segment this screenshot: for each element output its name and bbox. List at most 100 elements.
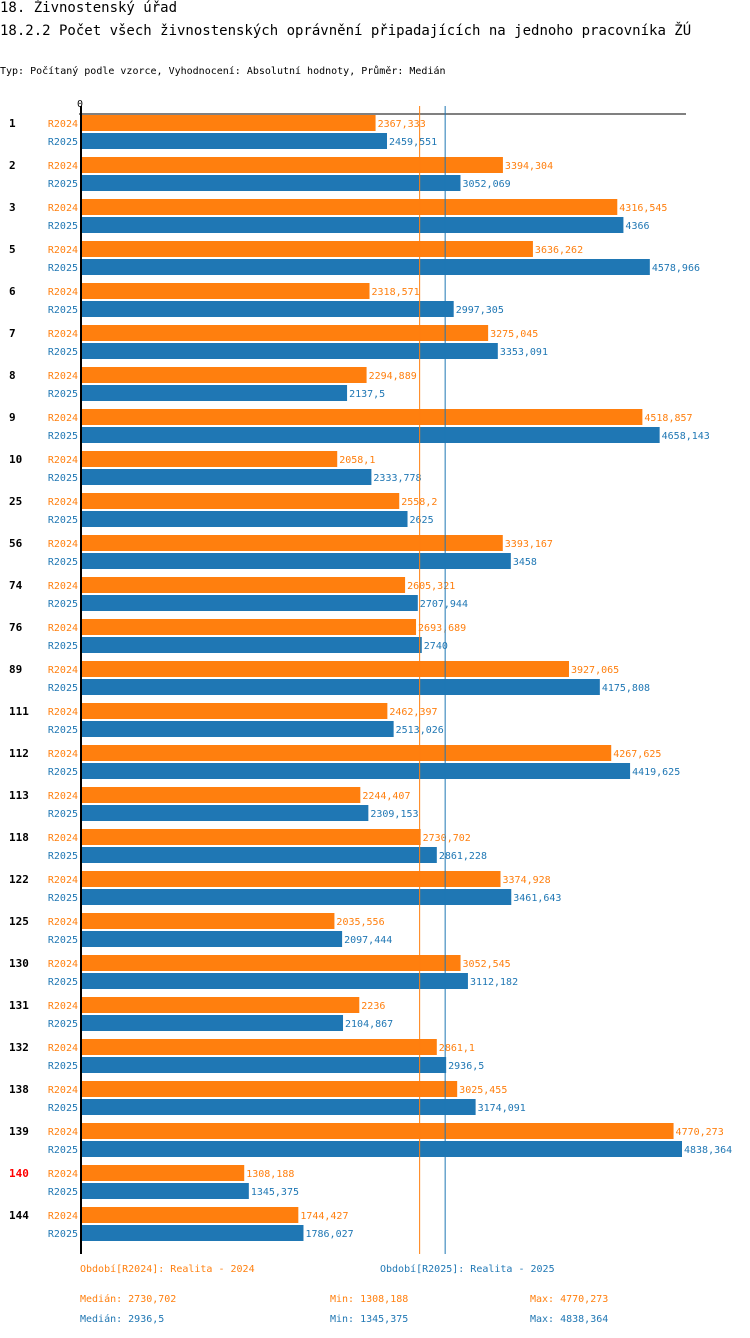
bar-r2025 [82, 931, 343, 947]
series-label: R2024 [48, 413, 78, 424]
value-label: 3636,262 [535, 245, 583, 256]
series-label: R2024 [48, 1043, 78, 1054]
series-label: R2025 [48, 1103, 78, 1114]
series-label: R2024 [48, 749, 78, 760]
value-label: 1345,375 [251, 1187, 299, 1198]
series-label: R2024 [48, 329, 78, 340]
bar-r2025 [82, 721, 394, 737]
series-label: R2025 [48, 389, 78, 400]
bar-r2024 [82, 997, 360, 1013]
series-label: R2024 [48, 539, 78, 550]
series-label: R2024 [48, 287, 78, 298]
category-label: 89 [9, 663, 22, 676]
value-label: 2459,551 [389, 137, 437, 148]
bar-r2024 [82, 157, 503, 173]
value-label: 2137,5 [349, 389, 385, 400]
category-label: 25 [9, 495, 22, 508]
value-label: 4267,625 [613, 749, 661, 760]
value-label: 4419,625 [632, 767, 680, 778]
series-label: R2024 [48, 1211, 78, 1222]
value-label: 2740 [424, 641, 448, 652]
series-label: R2025 [48, 1187, 78, 1198]
bar-r2025 [82, 1057, 447, 1073]
series-label: R2025 [48, 221, 78, 232]
bar-r2024 [82, 1123, 674, 1139]
category-label: 111 [9, 705, 29, 718]
bar-r2024 [82, 115, 376, 131]
series-label: R2024 [48, 1085, 78, 1096]
category-label: 118 [9, 831, 29, 844]
series-label: R2025 [48, 179, 78, 190]
value-label: 2058,1 [339, 455, 375, 466]
series-label: R2024 [48, 875, 78, 886]
series-label: R2024 [48, 203, 78, 214]
category-label: 7 [9, 327, 16, 340]
bar-r2024 [82, 451, 338, 467]
series-label: R2025 [48, 851, 78, 862]
category-label: 139 [9, 1125, 29, 1138]
bar-r2024 [82, 955, 461, 971]
value-label: 2318,571 [372, 287, 420, 298]
series-label: R2024 [48, 581, 78, 592]
category-label: 122 [9, 873, 29, 886]
bar-r2025 [82, 1099, 476, 1115]
value-label: 2861,1 [439, 1043, 475, 1054]
series-label: R2024 [48, 1001, 78, 1012]
value-label: 3275,045 [490, 329, 538, 340]
value-label: 4838,364 [684, 1145, 732, 1156]
category-label: 10 [9, 453, 22, 466]
series-label: R2025 [48, 683, 78, 694]
series-label: R2025 [48, 935, 78, 946]
bar-r2024 [82, 409, 643, 425]
bar-r2025 [82, 805, 369, 821]
series-label: R2025 [48, 557, 78, 568]
value-label: 2236 [361, 1001, 385, 1012]
category-label: 112 [9, 747, 29, 760]
series-label: R2024 [48, 959, 78, 970]
category-label: 8 [9, 369, 16, 382]
series-label: R2024 [48, 161, 78, 172]
series-label: R2024 [48, 371, 78, 382]
bar-r2025 [82, 511, 408, 527]
median-r2024: Medián: 2730,702 [80, 1294, 177, 1305]
bar-r2025 [82, 1183, 249, 1199]
value-label: 3374,928 [503, 875, 551, 886]
bar-r2024 [82, 1207, 299, 1223]
value-label: 2333,778 [373, 473, 421, 484]
value-label: 2097,444 [344, 935, 392, 946]
series-label: R2024 [48, 707, 78, 718]
series-label: R2025 [48, 893, 78, 904]
value-label: 3353,091 [500, 347, 548, 358]
bar-r2025 [82, 385, 348, 401]
category-label: 1 [9, 117, 16, 130]
bar-r2024 [82, 325, 489, 341]
bar-r2025 [82, 973, 468, 989]
series-label: R2025 [48, 347, 78, 358]
bar-r2024 [82, 787, 361, 803]
value-label: 2462,397 [389, 707, 437, 718]
value-label: 1308,188 [246, 1169, 294, 1180]
category-label: 2 [9, 159, 16, 172]
bar-r2025 [82, 679, 600, 695]
value-label: 3112,182 [470, 977, 518, 988]
bar-r2025 [82, 847, 437, 863]
value-label: 4366 [625, 221, 649, 232]
section-title: 18. Živnostenský úřad [0, 0, 178, 16]
series-label: R2025 [48, 137, 78, 148]
series-label: R2025 [48, 305, 78, 316]
value-label: 4518,857 [644, 413, 692, 424]
chart-title: 18.2.2 Počet všech živnostenských oprávn… [0, 23, 692, 39]
value-label: 2936,5 [448, 1061, 484, 1072]
value-label: 4175,808 [602, 683, 650, 694]
series-label: R2025 [48, 263, 78, 274]
value-label: 2309,153 [370, 809, 418, 820]
series-label: R2025 [48, 977, 78, 988]
value-label: 2605,321 [407, 581, 455, 592]
bar-r2024 [82, 913, 335, 929]
series-label: R2025 [48, 473, 78, 484]
bar-r2025 [82, 637, 422, 653]
value-label: 2997,305 [456, 305, 504, 316]
bar-r2024 [82, 535, 503, 551]
bar-r2024 [82, 367, 367, 383]
